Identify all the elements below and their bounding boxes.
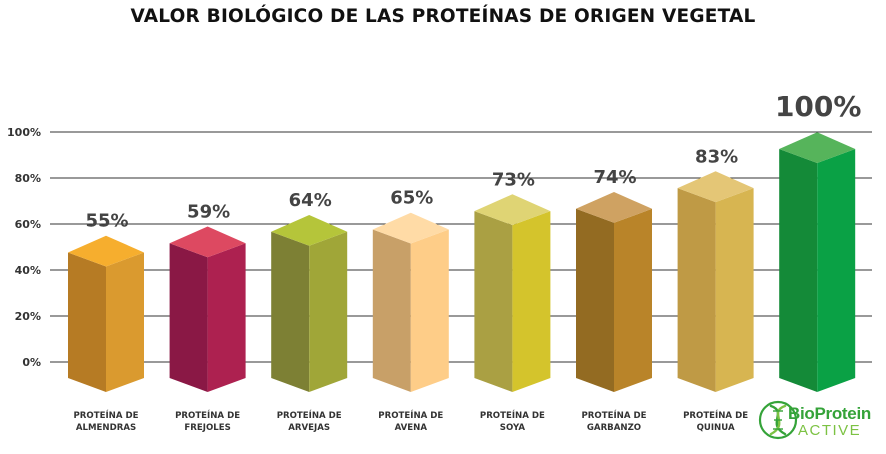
bar-top-face xyxy=(576,192,652,223)
y-tick-label: 100% xyxy=(7,126,41,139)
value-label: 74% xyxy=(593,167,636,188)
bar xyxy=(779,132,856,392)
bar-top-face xyxy=(779,132,856,163)
value-labels: 55% 59% 64% 65% 73% 74% 83% 100% xyxy=(85,90,861,232)
bar xyxy=(677,171,754,392)
value-label: 59% xyxy=(187,202,230,223)
brand-sub: ACTIVE xyxy=(798,422,862,439)
bar-left-face xyxy=(68,252,106,392)
category-label-line: PROTEÍNA DE xyxy=(683,411,749,421)
y-tick-label: 40% xyxy=(15,264,41,277)
category-label: PROTEÍNA DE ARVEJAS xyxy=(254,410,364,434)
category-label-line: GARBANZO xyxy=(586,423,642,433)
y-axis-ticks: 0% 20% 40% 60% 80% 100% xyxy=(7,126,41,369)
bar-top-face xyxy=(677,171,754,203)
category-label: PROTEÍNA DE FREJOLES xyxy=(153,410,263,434)
bar-top-face xyxy=(271,215,348,246)
category-label-line: ARVEJAS xyxy=(288,423,331,433)
bar-top-face xyxy=(474,194,551,226)
bar-left-face xyxy=(677,188,716,392)
value-label: 55% xyxy=(85,211,128,232)
bar-left-face xyxy=(576,208,614,392)
bar-left-face xyxy=(169,243,208,392)
y-tick-label: 20% xyxy=(15,310,41,323)
bar-right-face xyxy=(512,211,551,392)
category-label-line: PROTEÍNA DE xyxy=(276,411,342,421)
category-label: PROTEÍNA DE ALMENDRAS xyxy=(51,410,161,434)
bar-top-face xyxy=(372,212,449,244)
bar xyxy=(372,212,449,392)
bar xyxy=(474,194,551,392)
bar-right-face xyxy=(715,188,754,392)
bar-right-face xyxy=(106,252,144,392)
category-label-line: SOYA xyxy=(499,423,526,433)
leaf-dna-icon xyxy=(758,400,798,440)
bar-right-face xyxy=(410,229,449,392)
bar xyxy=(169,226,246,392)
category-label-line: PROTEÍNA DE xyxy=(581,411,647,421)
bar xyxy=(576,192,652,392)
value-label: 100% xyxy=(775,90,862,123)
value-label: 64% xyxy=(289,190,332,211)
y-tick-label: 0% xyxy=(22,356,41,369)
bar-right-face xyxy=(309,231,348,392)
category-label-line: ALMENDRAS xyxy=(75,423,137,433)
value-label: 83% xyxy=(695,146,738,167)
bar-left-face xyxy=(474,211,513,392)
bar-right-face xyxy=(207,243,246,392)
value-label: 65% xyxy=(390,188,433,209)
category-label-line: PROTEÍNA DE xyxy=(175,411,241,421)
value-label: 73% xyxy=(492,169,535,190)
bar-right-face xyxy=(614,208,652,392)
brand-name: BioProtein xyxy=(788,404,871,423)
chart-title: VALOR BIOLÓGICO DE LAS PROTEÍNAS DE ORIG… xyxy=(130,6,756,27)
category-label-line: FREJOLES xyxy=(184,423,231,433)
bar-top-face xyxy=(68,235,144,267)
category-label: PROTEÍNA DE QUINUA xyxy=(661,410,771,434)
category-label: PROTEÍNA DE SOYA xyxy=(457,410,567,434)
bars xyxy=(68,132,856,392)
brand-logo: BioProtein ACTIVE xyxy=(758,398,878,444)
bar-left-face xyxy=(779,149,818,392)
category-label-line: PROTEÍNA DE xyxy=(479,411,545,421)
bar xyxy=(271,215,348,392)
bar-top-face xyxy=(169,226,246,258)
y-tick-label: 80% xyxy=(15,172,41,185)
category-label-line: PROTEÍNA DE xyxy=(378,411,444,421)
category-label-line: PROTEÍNA DE xyxy=(73,411,139,421)
category-label: PROTEÍNA DE AVENA xyxy=(356,410,466,434)
category-label: PROTEÍNA DE GARBANZO xyxy=(559,410,669,434)
y-tick-label: 60% xyxy=(15,218,41,231)
bar-left-face xyxy=(271,231,310,392)
bar-left-face xyxy=(372,229,411,392)
bar xyxy=(68,235,144,392)
category-label-line: AVENA xyxy=(394,423,428,433)
bar-right-face xyxy=(817,149,856,392)
category-label-line: QUINUA xyxy=(696,423,735,433)
